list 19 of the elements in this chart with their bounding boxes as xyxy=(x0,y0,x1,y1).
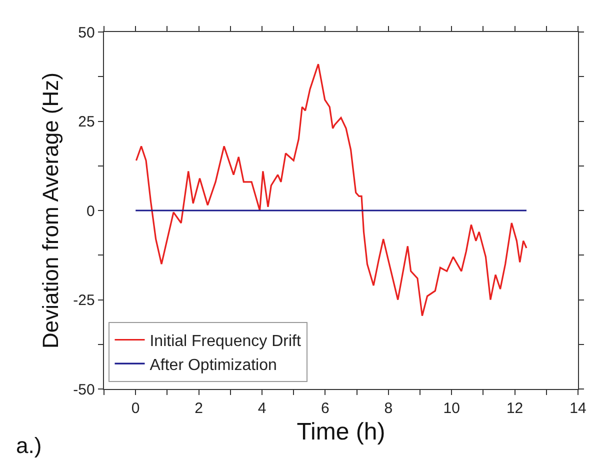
x-tick-label: 2 xyxy=(194,400,203,418)
text: a.) xyxy=(16,433,42,458)
legend-label: Initial Frequency Drift xyxy=(150,333,302,350)
y-tick-label: -25 xyxy=(73,292,95,309)
y-tick-label: 50 xyxy=(78,24,95,42)
x-tick-label: 14 xyxy=(570,400,586,418)
x-tick-label: 8 xyxy=(384,400,393,418)
y-tick-label: -50 xyxy=(73,381,95,398)
x-tick-label: 12 xyxy=(506,400,524,418)
y-tick-label: 25 xyxy=(78,114,95,130)
x-tick-label: 10 xyxy=(443,400,460,418)
y-axis-title: Deviation from Average (Hz) xyxy=(38,72,64,348)
x-tick-label: 6 xyxy=(321,400,330,418)
legend-label: After Optimization xyxy=(150,356,277,374)
y-tick-label: 0 xyxy=(86,202,95,220)
line-series xyxy=(135,63,528,317)
x-axis-title: Time (h) xyxy=(296,418,386,446)
x-tick-label: 0 xyxy=(131,400,140,418)
x-tick-label: 4 xyxy=(258,400,266,418)
